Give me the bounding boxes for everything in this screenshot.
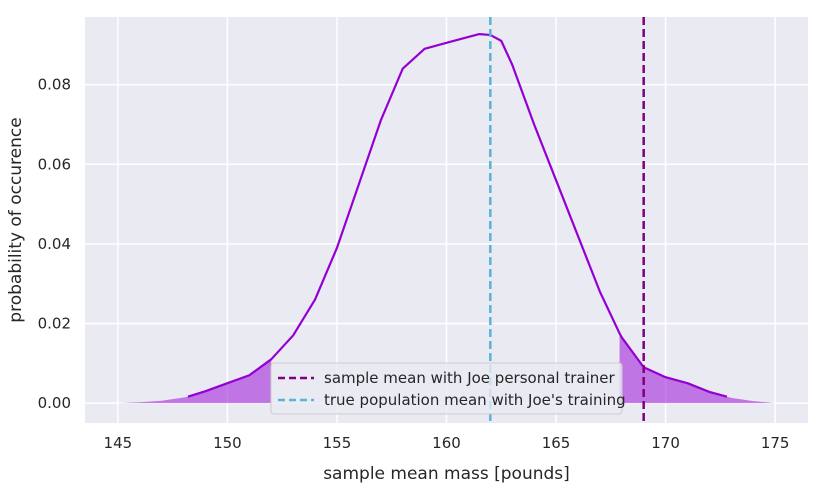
legend-label-population-mean: true population mean with Joe's training: [324, 391, 626, 409]
y-tick-labels: 0.00 0.02 0.04 0.06 0.08: [38, 76, 71, 412]
tail-shading: [117, 333, 776, 404]
x-tick-label: 145: [104, 434, 133, 452]
kde-curve: [187, 33, 728, 398]
y-tick-label: 0.06: [38, 155, 71, 173]
legend-box: [270, 362, 623, 415]
x-tick-label: 160: [432, 434, 461, 452]
legend: sample mean with Joe personal trainer tr…: [270, 362, 626, 415]
x-tick-labels: 145 150 155 160 165 170 175: [104, 434, 790, 452]
x-tick-label: 175: [761, 434, 790, 452]
x-tick-label: 170: [651, 434, 680, 452]
x-tick-label: 165: [542, 434, 571, 452]
y-axis-label: probability of occurence: [6, 117, 26, 322]
y-tick-label: 0.00: [38, 394, 71, 412]
legend-label-joe-trainer: sample mean with Joe personal trainer: [324, 369, 615, 387]
x-axis-label: sample mean mass [pounds]: [323, 464, 570, 484]
x-tick-label: 150: [213, 434, 242, 452]
y-tick-label: 0.02: [38, 314, 71, 332]
tail-area: [117, 359, 272, 404]
tail-area: [619, 333, 776, 404]
kde-curve-group: [187, 33, 728, 398]
y-tick-label: 0.04: [38, 235, 71, 253]
y-tick-label: 0.08: [38, 76, 71, 94]
x-tick-label: 155: [323, 434, 352, 452]
vertical-lines: [489, 17, 645, 423]
